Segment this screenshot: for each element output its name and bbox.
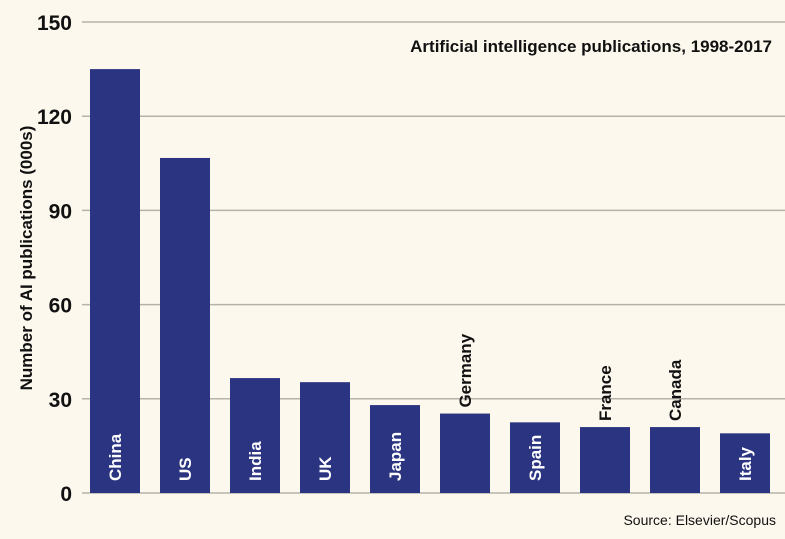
category-label: France — [596, 365, 615, 421]
chart-title: Artificial intelligence publications, 19… — [410, 37, 772, 56]
y-tick-label: 30 — [49, 389, 72, 412]
category-label: Spain — [526, 435, 545, 481]
category-label: India — [246, 441, 265, 481]
bars — [90, 69, 770, 493]
y-tick-label: 60 — [49, 295, 72, 318]
y-tick-label: 90 — [49, 200, 72, 223]
bar-china — [90, 69, 140, 493]
category-label: China — [106, 433, 125, 481]
bar-canada — [650, 427, 700, 493]
category-label: Italy — [736, 446, 755, 481]
category-label: Japan — [386, 432, 405, 481]
y-axis-label: Number of AI publications (000s) — [17, 126, 36, 391]
bar-us — [160, 157, 210, 493]
bar-italy — [720, 433, 770, 493]
bar-india — [230, 378, 280, 493]
bar-spain — [510, 422, 560, 493]
category-label: Canada — [666, 359, 685, 421]
y-tick-label: 120 — [37, 106, 72, 129]
bar-labels: China US India UK Japan Germany Spain France Can… — [106, 333, 755, 481]
bar-france — [580, 427, 630, 493]
y-tick-label: 0 — [60, 483, 72, 506]
y-tick-label: 150 — [37, 12, 72, 35]
category-label: US — [176, 457, 195, 481]
bar-germany — [440, 413, 490, 493]
source-note: Source: Elsevier/Scopus — [623, 512, 776, 528]
category-label: UK — [316, 456, 335, 481]
bar-japan — [370, 405, 420, 493]
category-label: Germany — [456, 333, 475, 407]
bar-uk — [300, 382, 350, 493]
y-axis-ticks: 0 30 60 90 120 150 — [37, 12, 72, 506]
